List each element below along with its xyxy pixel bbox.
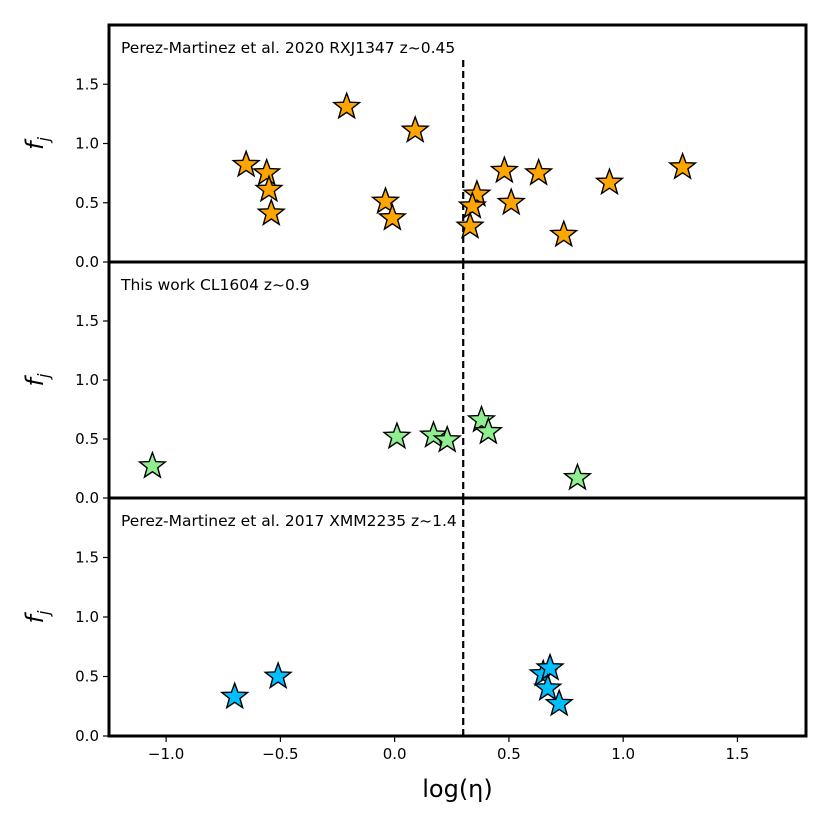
data-point-star [382, 421, 412, 450]
data-point-star [256, 197, 287, 226]
y-tick-label: 0.5 [75, 194, 99, 212]
data-point-star [455, 210, 485, 240]
data-point-star [377, 202, 408, 231]
x-tick-label: −0.5 [262, 745, 298, 763]
y-tick-label: 1.5 [75, 549, 99, 567]
y-tick-label: 0.0 [75, 727, 99, 745]
data-point-star [466, 404, 497, 433]
panel-title: Perez-Martinez et al. 2020 RXJ1347 z~0.4… [121, 39, 455, 57]
data-point-star [137, 450, 168, 479]
y-tick-label: 1.0 [75, 135, 99, 153]
y-tick-label: 0.5 [75, 668, 99, 686]
data-point-star [331, 91, 362, 120]
panel-frame [107, 496, 808, 738]
x-tick-label: 1.0 [611, 745, 635, 763]
y-tick-label: 1.5 [75, 75, 99, 93]
data-point-star [562, 462, 593, 491]
data-point-star [231, 149, 261, 178]
y-tick-label: 0.0 [75, 489, 99, 507]
data-point-star [254, 174, 284, 203]
y-tick-label: 1.5 [75, 312, 99, 330]
x-tick-label: 1.5 [726, 745, 750, 763]
data-point-star [457, 190, 488, 219]
data-point-star [263, 660, 293, 690]
data-point-star [489, 155, 520, 184]
data-point-star [462, 178, 492, 208]
x-tick-label: −1.0 [148, 745, 184, 763]
data-point-star [400, 114, 430, 144]
panel-frame [107, 23, 808, 264]
y-tick-label: 0.5 [75, 430, 99, 448]
y-tick-label: 1.0 [75, 371, 99, 389]
y-axis-label: fj [21, 610, 53, 623]
x-tick-label: 0.5 [497, 745, 521, 763]
data-point-star [544, 688, 574, 717]
data-point-star [251, 157, 282, 186]
data-point-star [548, 219, 579, 248]
x-tick-label: 0.0 [383, 745, 407, 763]
data-point-star [594, 167, 625, 196]
y-axis-label: fj [21, 373, 53, 386]
data-point-star [432, 424, 462, 453]
data-point-star [496, 187, 526, 216]
y-tick-label: 0.0 [75, 253, 99, 271]
data-point-star [523, 157, 554, 186]
y-tick-label: 1.0 [75, 608, 99, 626]
data-point-star [219, 681, 250, 710]
y-axis-label: fj [21, 137, 53, 150]
panel-title: This work CL1604 z~0.9 [120, 276, 310, 294]
panel-title: Perez-Martinez et al. 2017 XMM2235 z~1.4 [121, 512, 457, 530]
data-point-star [473, 416, 504, 445]
data-point-star [532, 672, 563, 701]
panel-frame [107, 260, 808, 500]
data-point-star [535, 652, 565, 681]
x-axis-label: log(η) [422, 775, 493, 803]
data-point-star [667, 151, 698, 180]
data-point-star [370, 186, 401, 215]
data-point-star [418, 419, 449, 449]
